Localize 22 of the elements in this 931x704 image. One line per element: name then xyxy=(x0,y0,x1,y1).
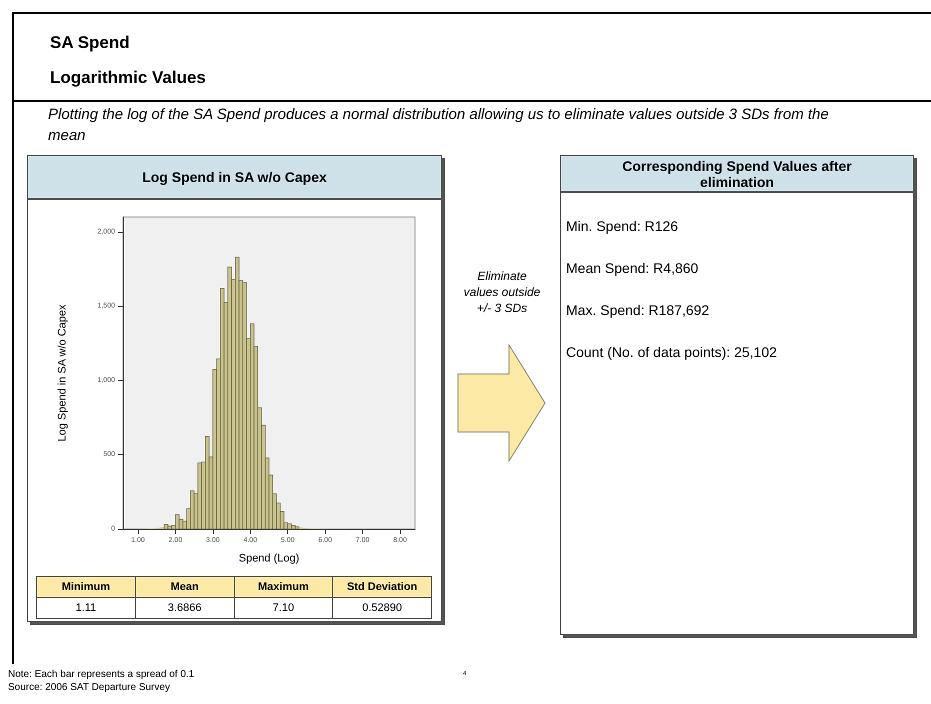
text: 1.11 xyxy=(36,598,136,618)
text: Min. Spend: R126 xyxy=(566,218,678,234)
text: Mean Spend: R4,860 xyxy=(566,260,698,276)
text: 0.52890 xyxy=(332,598,432,618)
text: Note: Each bar represents a spread of 0.1 xyxy=(8,669,194,680)
text: Max. Spend: R187,692 xyxy=(566,302,710,318)
text: Mean xyxy=(135,576,234,598)
chart-subtitle: Logarithmic Values xyxy=(50,68,206,88)
source-note: Source: 2006 SAT Departure Survey xyxy=(8,682,170,693)
text: Eliminate values outside +/- 3 SDs xyxy=(462,268,542,316)
text: 7.10 xyxy=(234,598,333,618)
text: Plotting the log of the SA Spend produces a normal distribution allowing us to eliminate values outside 3 SDs from the mean xyxy=(48,105,830,146)
text: Log Spend in SA w/o Capex xyxy=(28,156,441,200)
text: Count (No. of data points): 25,102 xyxy=(566,344,777,360)
y-axis-title: Log Spend in SA w/o Capex xyxy=(56,304,68,442)
x-axis-title: Spend (Log) xyxy=(238,552,300,564)
text: Minimum xyxy=(36,576,136,598)
text: Corresponding Spend Values after elimination xyxy=(561,156,913,193)
text: 3.6866 xyxy=(135,598,234,618)
text: Maximum xyxy=(234,576,333,598)
text: Std Deviation xyxy=(332,576,432,598)
chart-title: SA Spend xyxy=(50,33,130,53)
